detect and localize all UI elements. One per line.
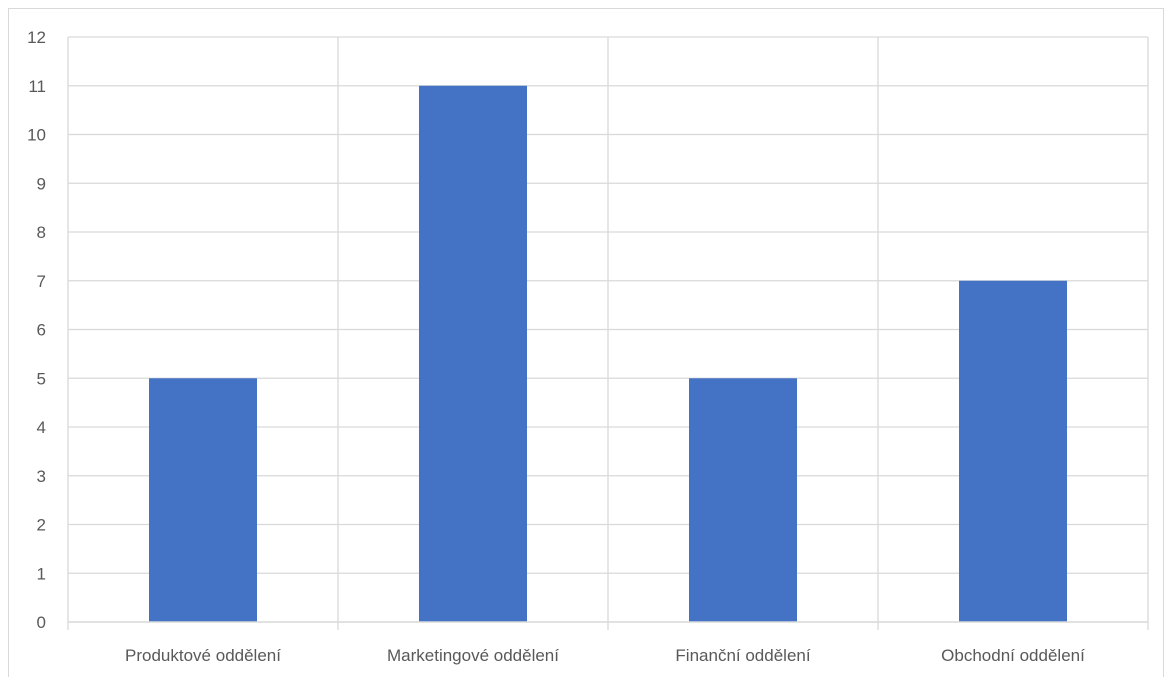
x-tick-label: Finanční oddělení	[675, 646, 810, 665]
bar	[149, 378, 257, 622]
x-tick-labels: Produktové oddělení Marketingové oddělení…	[125, 646, 1085, 665]
y-tick-label: 0	[37, 613, 46, 632]
x-tick-label: Produktové oddělení	[125, 646, 281, 665]
bars	[149, 85, 1067, 622]
y-tick-label: 6	[37, 321, 46, 340]
bar	[419, 85, 527, 622]
y-tick-label: 7	[37, 272, 46, 291]
y-tick-label: 3	[37, 467, 46, 486]
y-tick-label: 9	[37, 174, 46, 193]
bar	[689, 378, 797, 622]
chart-area	[8, 8, 1164, 677]
y-tick-label: 11	[28, 77, 46, 96]
y-tick-label: 4	[37, 418, 46, 437]
y-tick-label: 12	[27, 28, 46, 47]
y-tick-label: 10	[27, 126, 46, 145]
x-tick-label: Marketingové oddělení	[387, 646, 559, 665]
y-tick-label: 8	[37, 223, 46, 242]
x-tick-label: Obchodní oddělení	[941, 646, 1085, 665]
bar	[959, 280, 1067, 622]
y-tick-label: 1	[37, 564, 46, 583]
y-tick-label: 2	[37, 516, 46, 535]
y-tick-label: 5	[37, 369, 46, 388]
